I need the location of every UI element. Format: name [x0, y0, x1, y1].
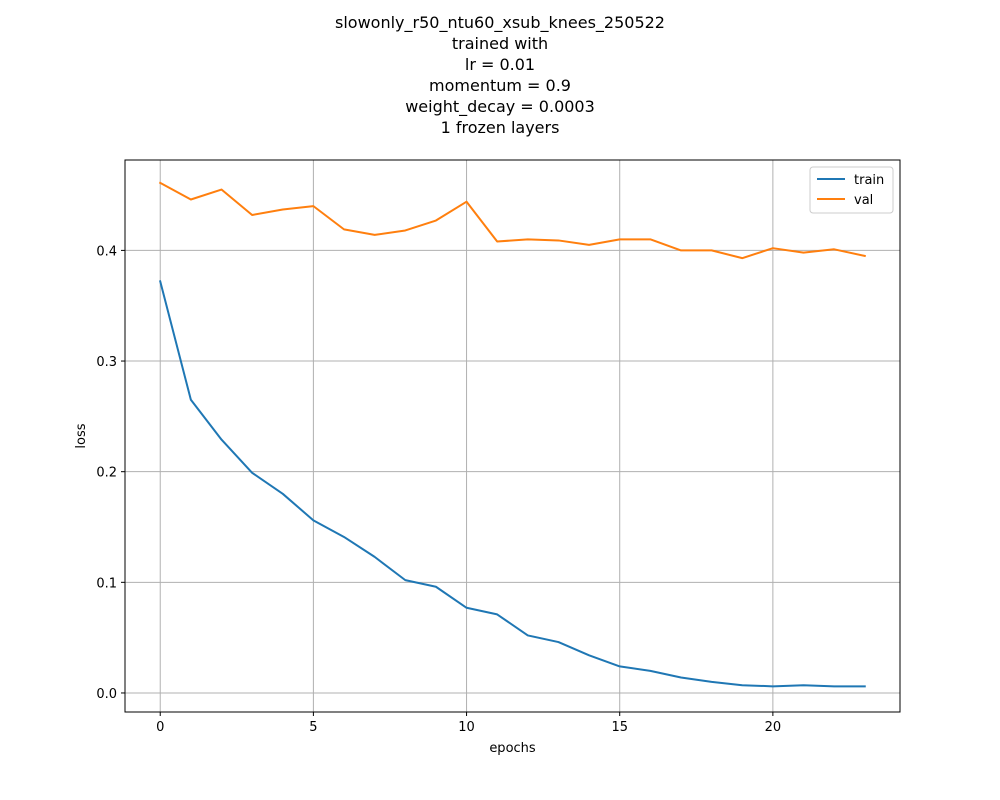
- chart-title-line-5: weight_decay = 0.0003: [405, 97, 595, 116]
- legend: train val: [809, 166, 894, 214]
- x-tick-label: 5: [309, 720, 317, 735]
- x-axis-label: epochs: [489, 741, 536, 756]
- series-line-train: [159, 280, 866, 688]
- x-tick-label: 15: [611, 720, 628, 735]
- y-tick-label: 0.1: [96, 576, 117, 591]
- chart-title-line-4: momentum = 0.9: [429, 76, 571, 95]
- chart-title-line-6: 1 frozen layers: [440, 118, 560, 137]
- chart-title-line-1: slowonly_r50_ntu60_xsub_knees_250522: [335, 13, 665, 32]
- y-tick-label: 0.2: [96, 466, 117, 481]
- grid-lines: [125, 160, 900, 712]
- series-lines: [158, 181, 866, 688]
- y-axis-label: loss: [74, 423, 89, 448]
- x-tick-label: 0: [156, 720, 164, 735]
- chart-title-line-2: trained with: [451, 34, 549, 53]
- x-tick-label: 20: [765, 720, 782, 735]
- y-tick-label: 0.4: [96, 244, 117, 259]
- y-tick-label: 0.0: [96, 687, 117, 702]
- legend-label-val: val: [854, 193, 873, 208]
- legend-label-train: train: [854, 173, 884, 188]
- chart-title-line-3: lr = 0.01: [464, 55, 536, 74]
- x-tick-label: 10: [458, 720, 475, 735]
- series-line-val: [158, 181, 866, 260]
- y-tick-label: 0.3: [96, 355, 117, 370]
- axis-ticks: 0 5 10 15 20 0.0 0.1 0.2 0.3 0.4: [96, 244, 781, 735]
- plot-frame: [124, 159, 901, 713]
- chart-title: slowonly_r50_ntu60_xsub_knees_250522 tra…: [0, 12, 1000, 138]
